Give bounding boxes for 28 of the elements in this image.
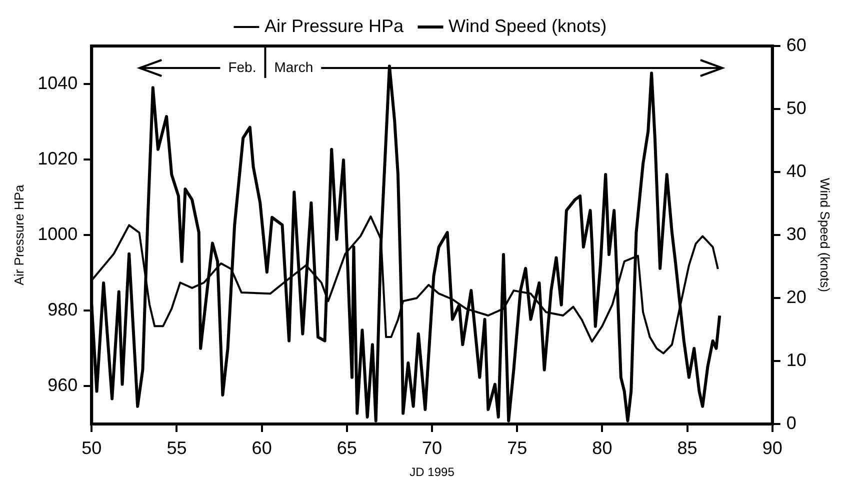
y-tick-label: 1040 xyxy=(38,72,78,93)
y2-tick-label: 30 xyxy=(786,224,806,244)
x-tick-label: 85 xyxy=(677,438,698,458)
y-tick-label: 1020 xyxy=(38,148,78,168)
x-tick-label: 60 xyxy=(252,438,272,458)
y-tick-label: 1000 xyxy=(38,224,78,244)
y2-tick-label: 40 xyxy=(786,160,806,181)
annotation: Feb. xyxy=(228,58,256,75)
x-tick-label: 75 xyxy=(507,438,528,458)
y-tick-label: 980 xyxy=(48,300,78,320)
x-tick-label: 90 xyxy=(762,438,782,458)
x-tick-label: 65 xyxy=(336,438,357,458)
x-axis-title: JD 1995 xyxy=(410,465,455,480)
annotation: March xyxy=(274,58,314,75)
x-tick-label: 80 xyxy=(592,438,612,458)
legend-label: Air Pressure HPa xyxy=(264,16,404,36)
y-axis-title: Air Pressure HPa xyxy=(11,184,26,286)
y2-tick-label: 0 xyxy=(786,412,796,433)
y2-tick-label: 20 xyxy=(786,286,806,307)
x-tick-label: 70 xyxy=(422,438,442,458)
y2-tick-label: 50 xyxy=(786,98,806,118)
y2-axis-title: Wind Speed (knots) xyxy=(818,178,833,292)
x-tick-label: 50 xyxy=(82,438,102,458)
y-tick-label: 960 xyxy=(48,375,78,396)
y2-tick-label: 60 xyxy=(786,34,806,55)
legend-label: Wind Speed (knots) xyxy=(448,16,607,36)
x-tick-label: 55 xyxy=(166,438,187,458)
y2-tick-label: 10 xyxy=(786,350,806,370)
